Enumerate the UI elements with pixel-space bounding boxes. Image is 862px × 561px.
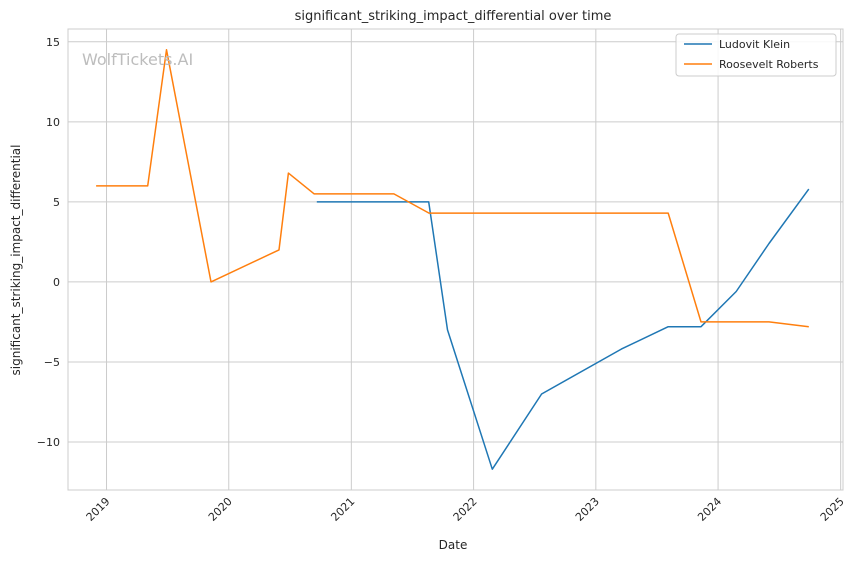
legend-box xyxy=(675,33,837,77)
legend: Ludovit Klein Roosevelt Roberts xyxy=(675,33,837,77)
x-tick-label: 2024 xyxy=(695,495,724,524)
plot-background xyxy=(68,29,843,490)
y-axis-ticks: 15 10 5 0 −5 −10 xyxy=(37,36,60,449)
chart-title: significant_striking_impact_differential… xyxy=(295,9,612,24)
y-tick-label: −5 xyxy=(44,356,60,369)
y-tick-label: 10 xyxy=(46,116,60,129)
x-axis-label: Date xyxy=(439,538,468,552)
x-tick-label: 2022 xyxy=(451,495,480,524)
x-axis-ticks: 2019 2020 2021 2022 2023 2024 2025 xyxy=(84,495,847,524)
grid xyxy=(68,29,843,490)
x-tick-label: 2021 xyxy=(328,495,357,524)
x-tick-label: 2019 xyxy=(84,495,113,524)
series-line-roosevelt-roberts xyxy=(96,49,809,328)
y-tick-label: −10 xyxy=(37,436,60,449)
y-tick-label: 0 xyxy=(53,276,60,289)
plot-frame xyxy=(67,28,844,491)
legend-label-roosevelt-roberts: Roosevelt Roberts xyxy=(719,58,819,71)
watermark: WolfTickets.AI xyxy=(82,50,193,69)
y-axis-label: significant_striking_impact_differential xyxy=(9,145,23,376)
series-line-ludovit-klein xyxy=(316,188,810,470)
series-layer xyxy=(96,49,810,470)
x-tick-label: 2020 xyxy=(206,495,235,524)
x-tick-label: 2023 xyxy=(573,495,602,524)
y-tick-label: 5 xyxy=(53,196,60,209)
y-tick-label: 15 xyxy=(46,36,60,49)
legend-label-ludovit-klein: Ludovit Klein xyxy=(719,38,790,51)
x-tick-label: 2025 xyxy=(818,495,847,524)
